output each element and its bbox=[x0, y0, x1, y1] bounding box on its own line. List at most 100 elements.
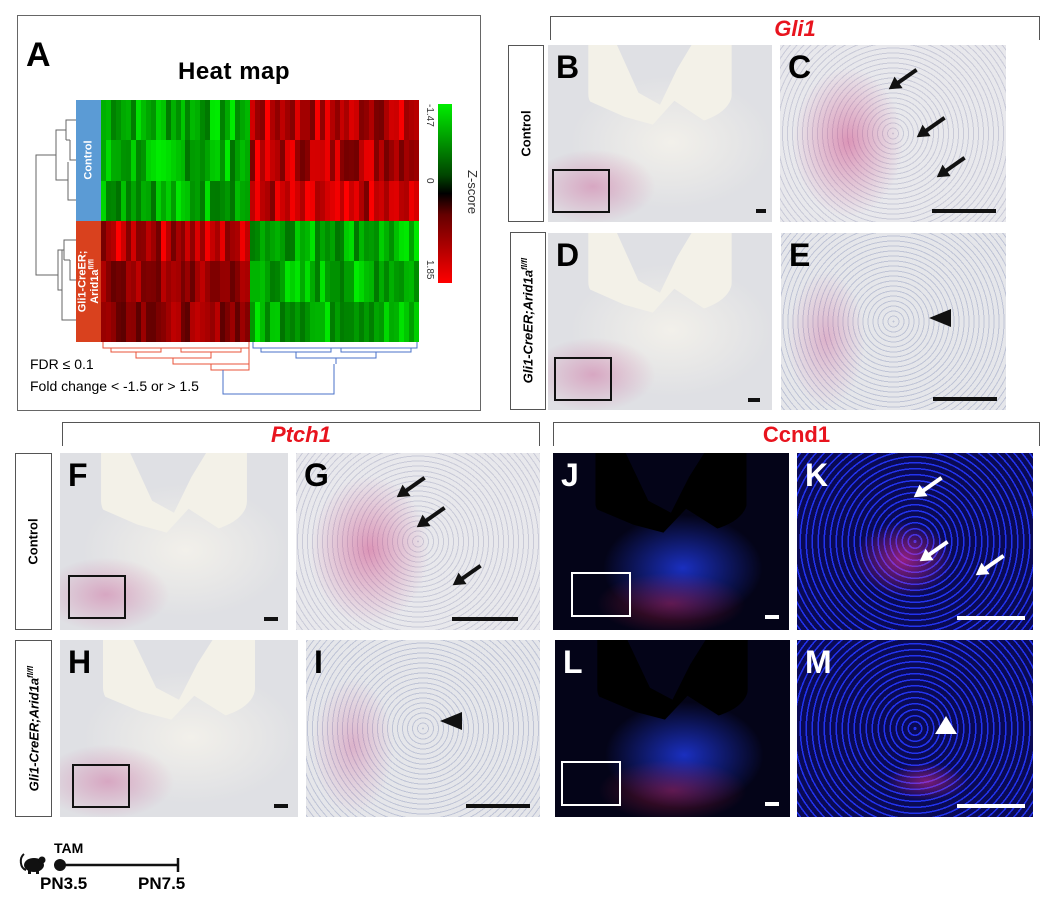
heatmap-cell bbox=[185, 140, 191, 181]
heatmap-cell bbox=[125, 100, 131, 141]
heatmap-cell bbox=[294, 301, 300, 342]
heatmap-cell bbox=[379, 220, 385, 262]
heatmap-cell bbox=[384, 301, 390, 342]
micrograph-m: M bbox=[797, 640, 1033, 817]
roi-box bbox=[561, 761, 621, 806]
heatmap-cell bbox=[374, 100, 380, 141]
heatmap-cell bbox=[215, 100, 221, 141]
group-label-mutant: Gli1-CreER; Arid1afl/fl bbox=[76, 250, 101, 313]
heatmap-cell bbox=[344, 301, 350, 342]
heatmap-cell bbox=[120, 261, 126, 302]
colorbar-tick-min: -1.47 bbox=[424, 104, 435, 127]
heatmap-cell bbox=[284, 180, 290, 221]
micrograph-d: D bbox=[548, 233, 772, 410]
heatmap-cell bbox=[274, 301, 280, 342]
heatmap-cell bbox=[250, 100, 256, 141]
heatmap-cell bbox=[101, 180, 106, 221]
heatmap-cell bbox=[304, 180, 310, 221]
heatmap-cell bbox=[160, 301, 166, 342]
heatmap-criteria: FDR ≤ 0.1 Fold change < -1.5 or > 1.5 bbox=[30, 353, 199, 397]
heatmap-cell bbox=[294, 140, 300, 181]
heatmap-cell bbox=[329, 100, 335, 141]
heatmap-cell bbox=[130, 100, 136, 141]
heatmap-cell bbox=[240, 261, 246, 302]
heatmap-cell bbox=[165, 301, 171, 342]
panel-letter-f: F bbox=[68, 457, 88, 493]
heatmap-cell bbox=[235, 140, 241, 181]
heatmap-cell bbox=[180, 140, 186, 181]
heatmap-cell bbox=[354, 301, 360, 342]
heatmap-cell bbox=[299, 180, 305, 221]
heatmap-cell bbox=[250, 220, 256, 262]
heatmap-cell bbox=[245, 220, 251, 262]
heatmap-cell bbox=[115, 140, 121, 181]
heatmap-cell bbox=[140, 100, 146, 141]
heatmap-cell bbox=[225, 261, 231, 302]
heatmap-cell bbox=[245, 261, 251, 302]
roi-box bbox=[552, 169, 610, 213]
heatmap-cell bbox=[110, 180, 116, 221]
heatmap-cell bbox=[334, 140, 340, 181]
row-label-mutant-gli1: Gli1-CreER;Arid1afl/fl bbox=[510, 232, 546, 410]
heatmap-cell bbox=[324, 220, 330, 262]
heatmap-cell bbox=[304, 220, 310, 262]
heatmap-cell bbox=[309, 100, 315, 141]
scale-bar bbox=[274, 804, 288, 808]
heatmap-cell bbox=[185, 261, 191, 302]
heatmap-cell bbox=[240, 180, 246, 221]
heatmap-cell bbox=[279, 100, 285, 141]
heatmap-cell bbox=[165, 100, 171, 141]
heatmap-cell bbox=[175, 261, 181, 302]
micrograph-f: F bbox=[60, 453, 288, 630]
arrow-icon bbox=[398, 476, 426, 497]
heatmap-cell bbox=[274, 140, 280, 181]
heatmap-cell bbox=[319, 140, 325, 181]
heatmap-cell bbox=[329, 261, 335, 302]
tooth-crown bbox=[101, 453, 247, 533]
heatmap-cell bbox=[279, 220, 285, 262]
heatmap-cell bbox=[409, 261, 415, 302]
heatmap-cell bbox=[205, 100, 211, 141]
heatmap-cell bbox=[215, 301, 221, 342]
heatmap-cell bbox=[334, 220, 340, 262]
heatmap-cell bbox=[299, 301, 305, 342]
heatmap-cell bbox=[364, 220, 370, 262]
heatmap-cell bbox=[240, 100, 246, 141]
heatmap-cell bbox=[294, 180, 300, 221]
panel-letter-e: E bbox=[789, 237, 811, 273]
heatmap-cell bbox=[304, 140, 310, 181]
heatmap-cell bbox=[289, 220, 295, 262]
colorbar-tick-mid: 0 bbox=[424, 178, 435, 184]
heatmap-cell bbox=[105, 261, 111, 302]
heatmap-grid bbox=[101, 100, 419, 342]
heatmap-cell bbox=[150, 140, 156, 181]
heatmap-cell bbox=[364, 140, 370, 181]
heatmap-cell bbox=[105, 140, 111, 181]
heatmap-cell bbox=[200, 301, 206, 342]
heatmap-cell bbox=[105, 301, 111, 342]
heatmap-cell bbox=[155, 140, 161, 181]
heatmap-cell bbox=[255, 140, 260, 181]
heatmap-cell bbox=[150, 180, 156, 221]
heatmap-cell bbox=[220, 100, 226, 141]
heatmap-cell bbox=[404, 180, 410, 221]
heatmap-cell bbox=[394, 140, 400, 181]
heatmap-cell bbox=[245, 140, 251, 181]
heatmap-cell bbox=[409, 180, 415, 221]
heatmap-cell bbox=[264, 261, 270, 302]
panel-letter-a: A bbox=[26, 36, 51, 74]
heatmap-cell bbox=[339, 140, 345, 181]
heatmap-cell bbox=[374, 301, 380, 342]
heatmap-cell bbox=[260, 301, 265, 342]
heatmap-cell bbox=[294, 261, 300, 302]
heatmap-row bbox=[101, 301, 419, 342]
panel-letter-b: B bbox=[556, 49, 580, 85]
heatmap-cell bbox=[210, 301, 216, 342]
heatmap-cell bbox=[349, 180, 355, 221]
panel-letter-c: C bbox=[788, 49, 812, 85]
heatmap-cell bbox=[155, 100, 161, 141]
group-label-control: Control bbox=[82, 140, 95, 181]
panel-letter-m: M bbox=[805, 644, 832, 680]
heatmap-cell bbox=[210, 220, 216, 262]
heatmap-cell bbox=[115, 180, 121, 221]
